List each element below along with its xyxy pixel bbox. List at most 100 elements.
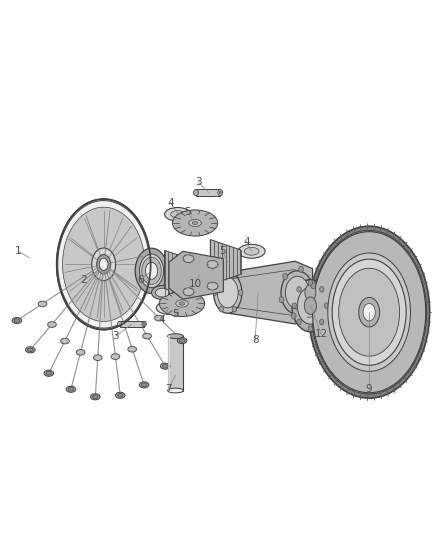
Ellipse shape: [183, 255, 194, 263]
Ellipse shape: [304, 297, 317, 314]
Ellipse shape: [145, 262, 158, 279]
Ellipse shape: [179, 302, 185, 305]
Ellipse shape: [92, 395, 98, 399]
Ellipse shape: [111, 354, 120, 359]
Ellipse shape: [359, 297, 380, 327]
Ellipse shape: [307, 306, 312, 312]
Ellipse shape: [292, 303, 297, 309]
Ellipse shape: [66, 386, 76, 392]
Text: 5: 5: [172, 309, 179, 319]
Ellipse shape: [14, 319, 20, 322]
Ellipse shape: [38, 301, 47, 307]
Ellipse shape: [143, 333, 152, 339]
Ellipse shape: [12, 318, 21, 324]
Text: 8: 8: [252, 335, 258, 345]
Ellipse shape: [46, 372, 52, 375]
Ellipse shape: [239, 290, 243, 295]
Ellipse shape: [279, 297, 284, 303]
Ellipse shape: [281, 271, 314, 314]
Ellipse shape: [92, 248, 116, 281]
Ellipse shape: [58, 200, 150, 328]
Ellipse shape: [320, 287, 324, 292]
Ellipse shape: [160, 363, 170, 369]
Ellipse shape: [159, 290, 205, 317]
Ellipse shape: [93, 355, 102, 360]
Ellipse shape: [328, 253, 410, 372]
Ellipse shape: [57, 199, 151, 329]
Polygon shape: [196, 189, 220, 196]
Ellipse shape: [339, 268, 399, 356]
Ellipse shape: [171, 211, 185, 218]
Text: 3: 3: [113, 331, 119, 341]
Ellipse shape: [60, 338, 69, 344]
Ellipse shape: [48, 322, 57, 327]
Polygon shape: [165, 251, 195, 296]
Ellipse shape: [183, 288, 194, 296]
Text: 4: 4: [243, 237, 250, 247]
Ellipse shape: [128, 346, 137, 352]
Ellipse shape: [212, 290, 217, 295]
Ellipse shape: [162, 365, 168, 368]
Ellipse shape: [324, 303, 328, 309]
Ellipse shape: [332, 259, 406, 365]
Ellipse shape: [286, 276, 309, 309]
Ellipse shape: [299, 266, 304, 272]
Ellipse shape: [139, 382, 149, 388]
Ellipse shape: [143, 322, 145, 326]
Ellipse shape: [152, 286, 173, 300]
Ellipse shape: [168, 334, 184, 338]
Ellipse shape: [219, 273, 223, 279]
Ellipse shape: [292, 279, 329, 332]
Ellipse shape: [155, 288, 170, 297]
Ellipse shape: [162, 304, 176, 311]
Ellipse shape: [238, 244, 265, 258]
Text: 4: 4: [167, 198, 173, 207]
Polygon shape: [210, 239, 241, 285]
Ellipse shape: [283, 273, 288, 279]
Ellipse shape: [116, 392, 125, 398]
Ellipse shape: [297, 319, 301, 325]
Ellipse shape: [140, 254, 163, 288]
Ellipse shape: [177, 337, 187, 344]
Text: 5: 5: [219, 246, 226, 256]
Text: 10: 10: [188, 279, 201, 289]
Ellipse shape: [320, 319, 324, 325]
Ellipse shape: [141, 383, 147, 386]
Ellipse shape: [176, 300, 188, 307]
Ellipse shape: [142, 321, 146, 327]
Ellipse shape: [244, 247, 259, 255]
Ellipse shape: [117, 321, 122, 327]
Ellipse shape: [173, 210, 218, 236]
Ellipse shape: [91, 394, 100, 400]
Text: 3: 3: [195, 176, 201, 187]
Ellipse shape: [363, 303, 375, 321]
Ellipse shape: [135, 248, 168, 294]
Ellipse shape: [165, 207, 191, 221]
Text: 4: 4: [158, 315, 165, 325]
Ellipse shape: [192, 221, 198, 224]
Ellipse shape: [142, 257, 161, 285]
Ellipse shape: [68, 387, 74, 391]
Ellipse shape: [117, 393, 123, 397]
Ellipse shape: [25, 347, 35, 353]
Text: 7: 7: [165, 384, 171, 394]
Ellipse shape: [305, 284, 316, 301]
Ellipse shape: [155, 315, 163, 321]
Text: 5: 5: [184, 207, 191, 217]
Polygon shape: [169, 251, 223, 299]
Ellipse shape: [219, 191, 221, 194]
Ellipse shape: [207, 261, 218, 268]
Polygon shape: [168, 336, 184, 391]
Ellipse shape: [291, 313, 296, 319]
Ellipse shape: [97, 255, 111, 274]
Ellipse shape: [194, 189, 198, 196]
Ellipse shape: [189, 220, 201, 227]
Ellipse shape: [168, 388, 184, 393]
Ellipse shape: [218, 189, 223, 196]
Text: 12: 12: [314, 329, 328, 339]
Text: 1: 1: [14, 246, 21, 256]
Ellipse shape: [99, 258, 108, 270]
Ellipse shape: [309, 226, 430, 398]
Ellipse shape: [219, 306, 223, 312]
Ellipse shape: [179, 339, 185, 342]
